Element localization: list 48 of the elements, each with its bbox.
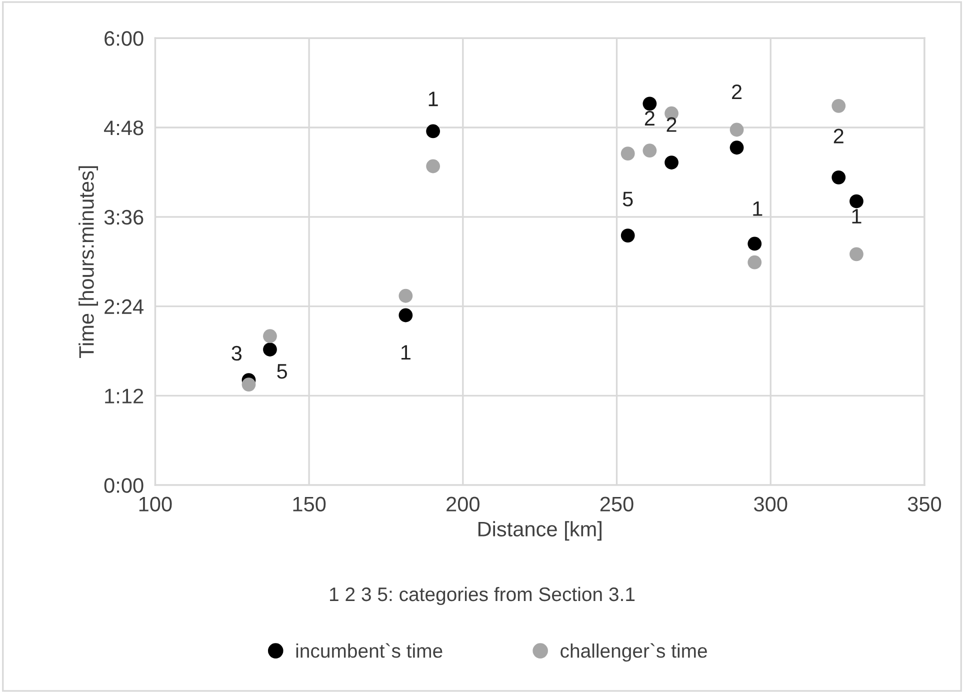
point [832, 98, 846, 113]
point [398, 288, 413, 303]
point [642, 96, 657, 111]
annotation: 2 [834, 128, 844, 144]
legend-label: challenger`s time [560, 643, 707, 662]
y-tick-label: 1:12 [105, 388, 144, 404]
annotation: 2 [666, 117, 676, 132]
legend-label: incumbent`s time [296, 643, 442, 658]
point [850, 247, 864, 262]
x-tick-label: 150 [293, 496, 326, 512]
y-tick-label: 4:48 [104, 120, 144, 136]
point [398, 308, 413, 322]
point [748, 236, 762, 251]
x-tick-label: 200 [446, 496, 480, 512]
x-tick-label: 100 [139, 496, 172, 512]
text: 1 2 3 5: categories from Section 3.1 [330, 586, 635, 606]
y-tick-label: 2:24 [104, 299, 144, 314]
x-tick-label: 350 [908, 496, 942, 512]
x-axis-title: Distance [km] [478, 521, 602, 541]
y-tick-label: 6:00 [104, 31, 144, 46]
x-tick-label: 250 [600, 496, 634, 512]
point [426, 159, 440, 174]
point [263, 329, 277, 344]
point [620, 228, 635, 242]
point [730, 122, 744, 137]
y-tick-label: 0:00 [104, 478, 144, 493]
annotation: 5 [277, 364, 287, 379]
point [832, 170, 846, 184]
annotation: 3 [232, 346, 242, 361]
point [850, 194, 864, 208]
point [263, 342, 277, 356]
annotation: 1 [753, 201, 762, 216]
point [664, 156, 678, 170]
annotation: 5 [622, 192, 633, 206]
annotation: 1 [428, 92, 438, 106]
point [426, 124, 440, 138]
y-axis-title: Time [hours:minutes] [78, 166, 98, 358]
point [730, 140, 744, 155]
annotation: 2 [644, 110, 654, 126]
point [748, 255, 762, 270]
y-tick-label: 3:36 [104, 210, 144, 225]
point [242, 378, 256, 392]
annotation: 1 [852, 209, 862, 224]
point [620, 146, 635, 161]
annotation: 1 [401, 345, 410, 360]
point [642, 144, 657, 158]
annotation: 2 [732, 84, 742, 100]
x-tick-label: 300 [754, 496, 788, 512]
